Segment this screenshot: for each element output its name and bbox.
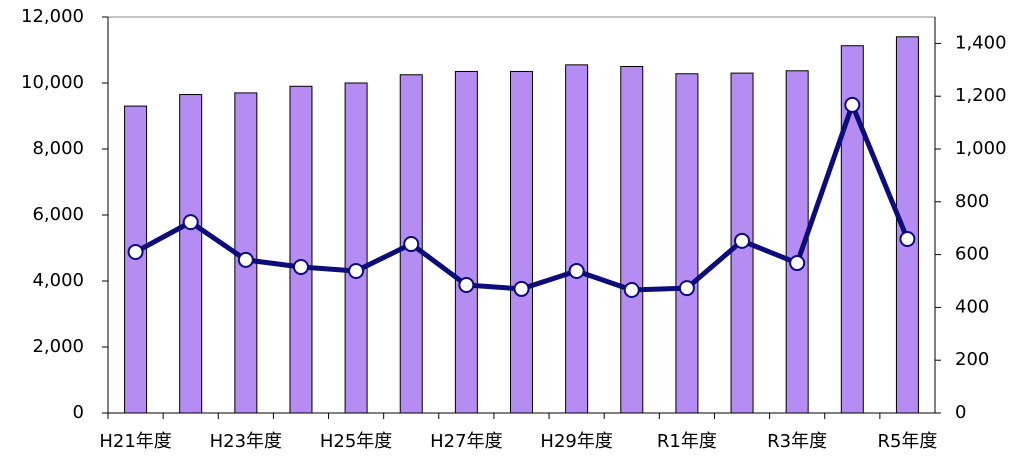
y2-tick-label: 0 — [955, 402, 966, 423]
bar — [344, 82, 368, 414]
bar — [675, 73, 699, 414]
y-tick-label: 2,000 — [32, 336, 84, 357]
bar — [565, 64, 589, 414]
line-marker — [458, 276, 475, 293]
line-marker — [237, 251, 254, 268]
bar — [510, 70, 533, 414]
x-tick-label: H27年度 — [430, 431, 502, 452]
y2-tick-label: 600 — [955, 244, 989, 265]
y2-tick-label: 1,400 — [955, 32, 1007, 53]
y-tick-label: 12,000 — [21, 6, 84, 27]
y-tick-label: 0 — [73, 402, 84, 423]
x-tick-label: R5年度 — [877, 431, 937, 452]
bar — [289, 85, 313, 414]
line-marker — [292, 259, 309, 276]
y2-tick-label: 1,000 — [955, 138, 1007, 159]
x-tick-label: H23年度 — [210, 431, 282, 452]
y2-tick-label: 800 — [955, 191, 989, 212]
line-marker — [403, 236, 420, 253]
line-marker — [568, 262, 585, 279]
y-tick-label: 10,000 — [21, 72, 84, 93]
y2-tick-label: 1,200 — [955, 85, 1007, 106]
line-marker — [623, 281, 640, 298]
y-tick-label: 4,000 — [32, 270, 84, 291]
x-tick-label: H21年度 — [99, 431, 171, 452]
bar — [179, 94, 203, 414]
y2-tick-label: 400 — [955, 296, 989, 317]
line-marker — [348, 262, 365, 279]
line-marker — [844, 96, 861, 113]
line-marker — [789, 255, 806, 272]
line-marker — [899, 231, 916, 248]
line-marker — [678, 280, 695, 297]
x-tick-label: R1年度 — [657, 431, 717, 452]
line-marker — [513, 280, 530, 297]
y-tick-label: 6,000 — [32, 204, 84, 225]
y-tick-label: 8,000 — [32, 138, 84, 159]
bar — [620, 66, 644, 414]
y2-tick-label: 200 — [955, 349, 989, 370]
line-marker — [127, 243, 144, 260]
line-marker — [734, 232, 751, 249]
x-tick-label: H25年度 — [320, 431, 392, 452]
line-marker — [182, 214, 199, 231]
x-tick-label: R3年度 — [767, 431, 827, 452]
bar — [454, 70, 478, 414]
x-tick-label: H29年度 — [540, 431, 612, 452]
